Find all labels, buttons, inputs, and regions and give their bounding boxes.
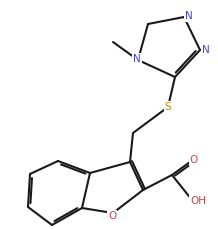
Text: N: N xyxy=(202,45,210,55)
Text: N: N xyxy=(185,11,193,21)
Text: O: O xyxy=(108,211,116,221)
Text: N: N xyxy=(133,54,141,64)
Text: S: S xyxy=(165,102,171,112)
Text: O: O xyxy=(190,155,198,165)
Text: OH: OH xyxy=(190,196,206,206)
